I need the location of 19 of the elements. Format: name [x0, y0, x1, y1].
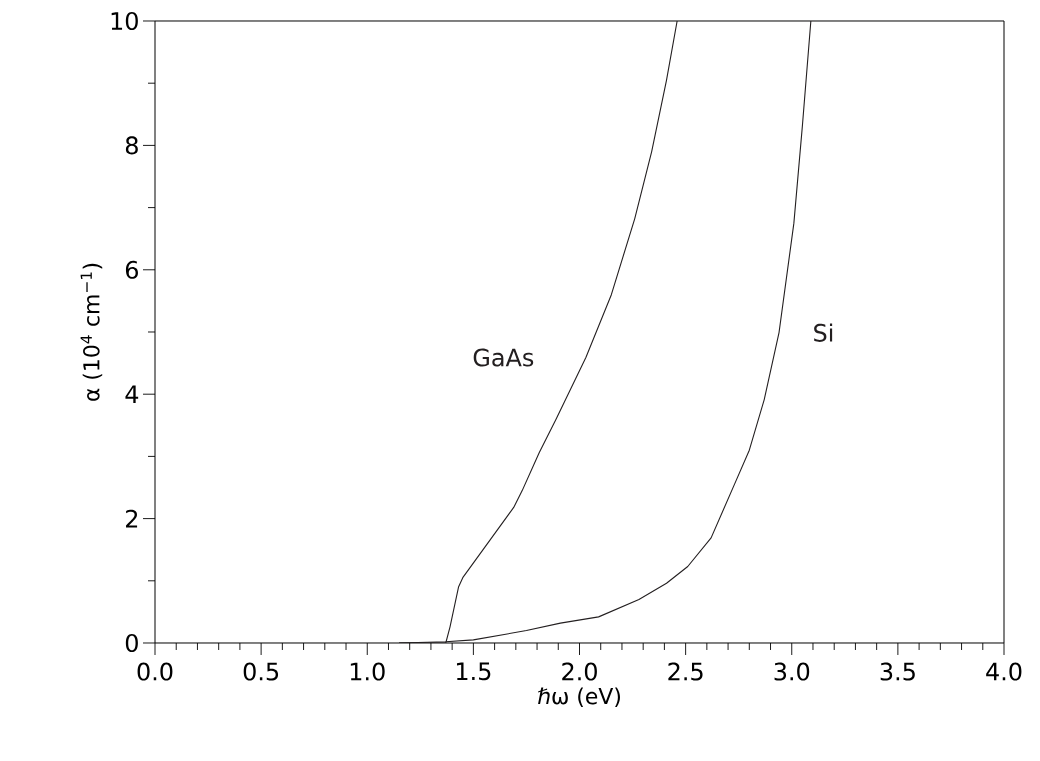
- y-tick-label: 6: [125, 260, 138, 279]
- y-axis-title: α (10$^{4}$ cm$^{−1}$): [80, 263, 103, 401]
- series-label: GaAs: [473, 348, 534, 367]
- y-tick-label: 4: [125, 385, 139, 403]
- x-tick-label: 0.0: [137, 662, 173, 681]
- x-tick-label: 1.0: [350, 662, 385, 681]
- y-tick-label: 0: [125, 633, 138, 653]
- x-tick-label: 0.5: [243, 662, 279, 681]
- x-axis-title: ℏω (eV): [538, 687, 620, 707]
- y-tick-label: 10: [111, 11, 138, 31]
- x-tick-label: 2.5: [668, 662, 703, 681]
- x-tick-label: 1.5: [456, 662, 491, 681]
- y-tick-label: 2: [126, 509, 138, 528]
- y-tick-label: 8: [125, 136, 138, 155]
- x-tick-label: 2.0: [562, 662, 597, 681]
- x-tick-label: 4.0: [986, 662, 1022, 681]
- x-tick-label: 3.0: [774, 662, 810, 681]
- series-label: Si: [814, 323, 833, 342]
- x-tick-label: 3.5: [880, 662, 915, 681]
